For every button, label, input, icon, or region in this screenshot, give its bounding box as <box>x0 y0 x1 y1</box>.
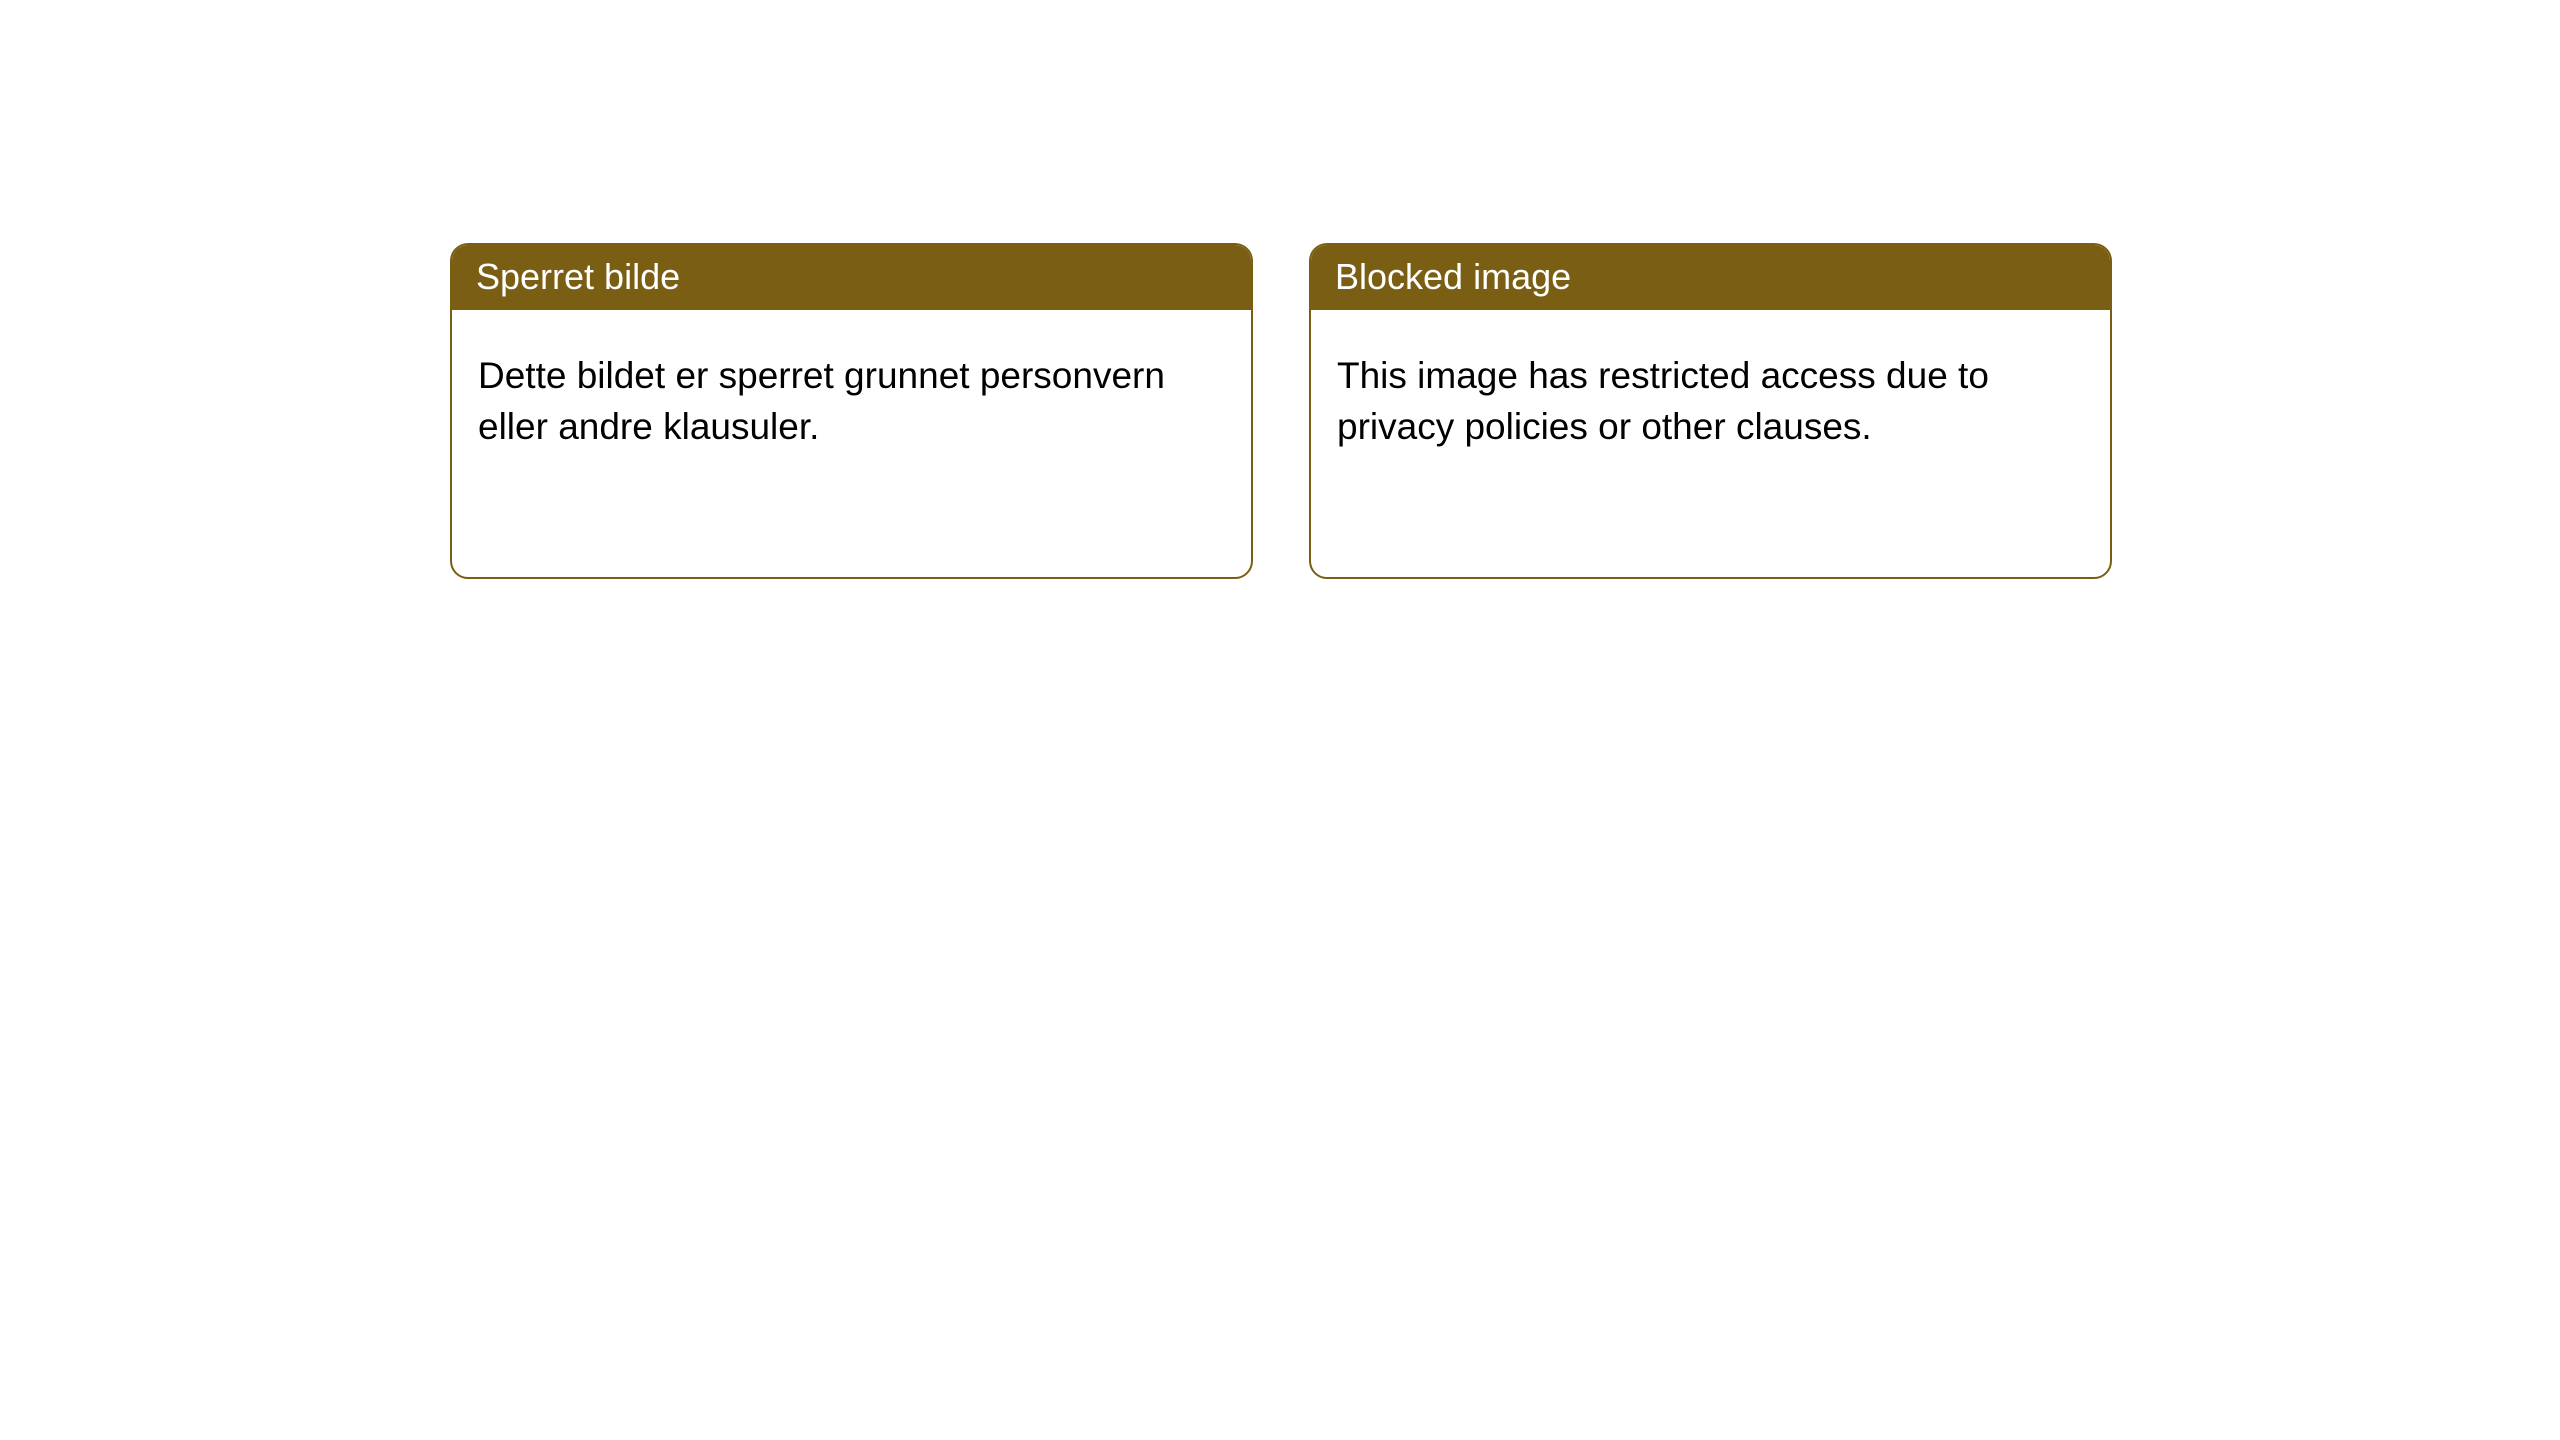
card-header: Sperret bilde <box>452 245 1251 310</box>
card-header: Blocked image <box>1311 245 2110 310</box>
card-title: Sperret bilde <box>476 256 680 297</box>
card-title: Blocked image <box>1335 256 1571 297</box>
notice-card-english: Blocked image This image has restricted … <box>1309 243 2112 579</box>
notice-card-norwegian: Sperret bilde Dette bildet er sperret gr… <box>450 243 1253 579</box>
card-text: Dette bildet er sperret grunnet personve… <box>478 350 1225 452</box>
card-body: Dette bildet er sperret grunnet personve… <box>452 310 1251 472</box>
notice-container: Sperret bilde Dette bildet er sperret gr… <box>450 243 2560 579</box>
card-body: This image has restricted access due to … <box>1311 310 2110 472</box>
card-text: This image has restricted access due to … <box>1337 350 2084 452</box>
